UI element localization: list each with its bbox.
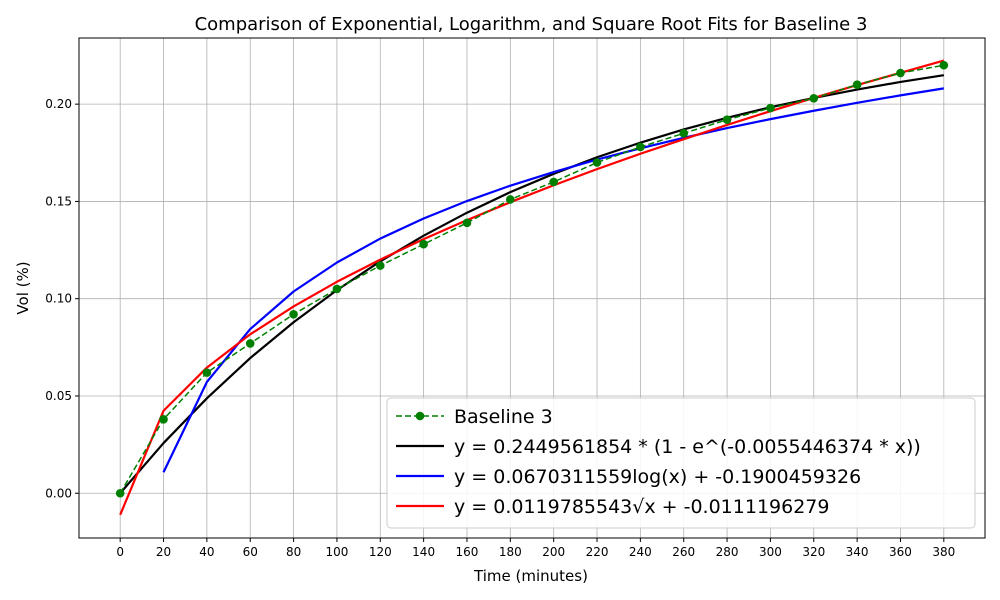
x-axis-label: Time (minutes)	[473, 567, 588, 585]
data-point	[852, 80, 862, 89]
data-point	[375, 261, 385, 270]
legend-box	[386, 397, 976, 529]
x-tick-label: 60	[243, 545, 258, 559]
data-point	[809, 94, 819, 103]
data-point	[766, 103, 775, 113]
data-point	[549, 177, 558, 187]
legend-marker	[415, 411, 425, 421]
x-tick-label: 120	[369, 545, 392, 559]
x-tick-label: 220	[586, 545, 609, 559]
legend-label-2: y = 0.0670311559log(x) + -0.1900459326	[454, 466, 861, 488]
data-point	[289, 309, 298, 319]
y-axis: 0.00 0.05 0.10 0.15 0.20	[45, 97, 79, 500]
data-point	[939, 60, 949, 70]
y-tick-label: 0.05	[45, 389, 72, 403]
legend-label-0: Baseline 3	[454, 406, 553, 428]
series-line-0	[119, 64, 944, 494]
plot-area-frame	[78, 37, 986, 539]
x-tick-label: 300	[759, 545, 782, 559]
series-group	[115, 59, 949, 516]
x-tick-label: 360	[889, 545, 912, 559]
x-tick-label: 380	[932, 545, 955, 559]
x-tick-label: 20	[156, 545, 171, 559]
y-axis-label: Vol (%)	[14, 261, 32, 314]
x-tick-label: 140	[412, 545, 435, 559]
data-point	[506, 195, 515, 204]
x-tick-label: 160	[456, 545, 479, 559]
data-point	[202, 368, 212, 377]
chart-title: Comparison of Exponential, Logarithm, an…	[195, 14, 868, 35]
data-point	[592, 158, 602, 167]
y-tick-label: 0.20	[45, 97, 72, 111]
data-point	[896, 68, 905, 78]
data-point	[115, 488, 125, 498]
data-point	[332, 284, 342, 294]
x-tick-label: 80	[286, 545, 301, 559]
x-tick-label: 180	[499, 545, 522, 559]
data-point	[679, 129, 689, 138]
data-point	[245, 339, 255, 348]
data-point	[159, 415, 168, 424]
x-tick-label: 200	[542, 545, 565, 559]
x-tick-label: 240	[629, 545, 652, 559]
data-point	[722, 115, 732, 125]
data-point	[462, 218, 472, 228]
x-tick-label: 100	[325, 545, 348, 559]
y-tick-label: 0.10	[45, 292, 72, 306]
x-tick-label: 320	[802, 545, 825, 559]
data-point	[636, 142, 645, 152]
x-tick-label: 0	[116, 545, 124, 559]
x-axis: 0 20 40 60 80 100 120 140 160 180 200 220 240 260 280 3…	[116, 538, 955, 559]
data-point	[419, 239, 428, 249]
x-tick-label: 260	[672, 545, 695, 559]
y-tick-label: 0.00	[45, 486, 72, 500]
legend: Baseline 3 y = 0.2449561854 * (1 - e^(-0.…	[386, 397, 976, 529]
x-tick-label: 280	[716, 545, 739, 559]
x-tick-label: 40	[199, 545, 214, 559]
x-tick-label: 340	[846, 545, 869, 559]
legend-label-1: y = 0.2449561854 * (1 - e^(-0.0055446374…	[454, 436, 921, 458]
legend-label-3: y = 0.0119785543√x + -0.0111196279	[454, 496, 829, 518]
series-line-2	[162, 87, 944, 473]
y-tick-label: 0.15	[45, 194, 72, 208]
